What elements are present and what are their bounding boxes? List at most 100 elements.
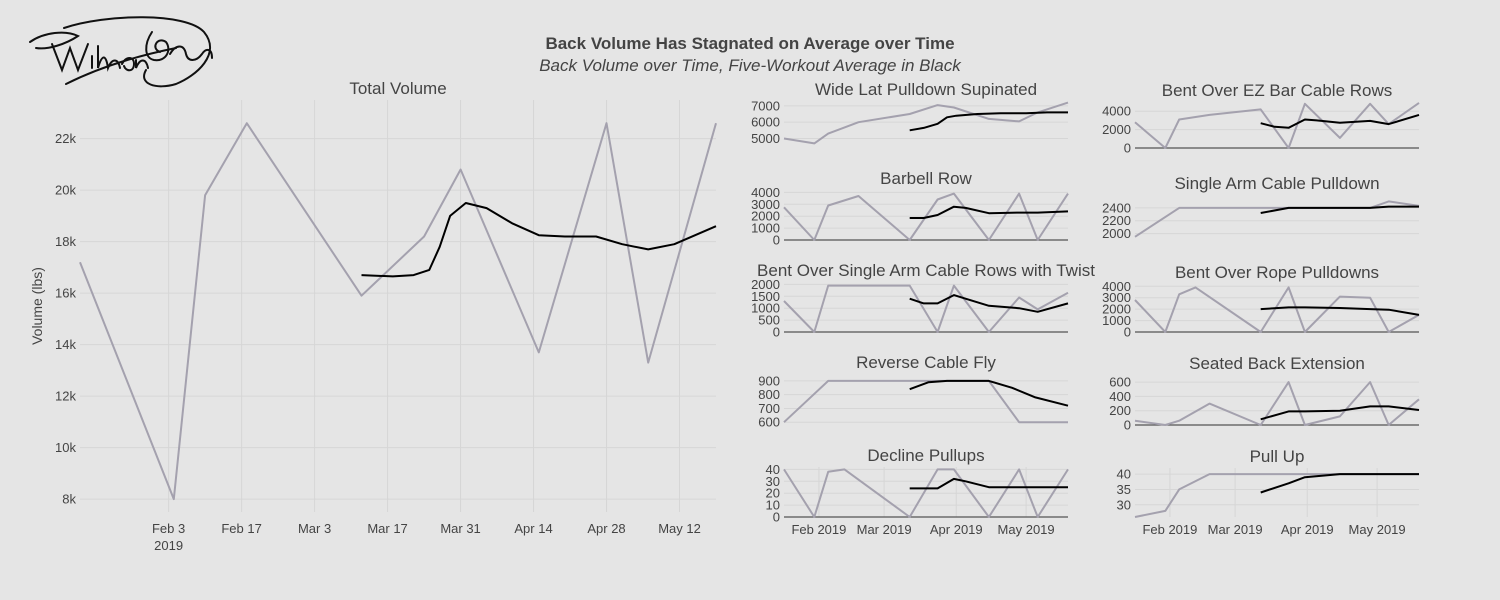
y-tick-label: 16k (55, 286, 76, 301)
volume-line (1134, 381, 1420, 426)
subplot-title: Decline Pullups (867, 446, 984, 465)
y-tick-label: 6000 (751, 115, 780, 130)
y-tick-label: 8k (62, 492, 76, 507)
y-tick-label: 900 (758, 373, 780, 388)
subplot-title: Seated Back Extension (1189, 354, 1365, 373)
volume-line (783, 379, 1068, 424)
y-tick-label: 40 (1117, 467, 1131, 482)
y-tick-label: 700 (758, 401, 780, 416)
x-tick-label: Mar 17 (367, 521, 407, 536)
y-tick-label: 1000 (751, 221, 780, 236)
x-tick-label: Mar 3 (298, 521, 331, 536)
y-tick-label: 1500 (751, 289, 780, 304)
y-tick-label: 20k (55, 183, 76, 198)
y-tick-label: 30 (766, 474, 780, 489)
y-tick-label: 400 (1109, 389, 1131, 404)
y-tick-label: 14k (55, 337, 76, 352)
y-tick-label: 600 (758, 415, 780, 430)
y-tick-label: 2000 (751, 277, 780, 292)
x-tick-sublabel: 2019 (154, 538, 183, 553)
y-tick-label: 2000 (1102, 302, 1131, 317)
y-tick-label: 0 (1124, 141, 1131, 156)
chart-subtitle: Back Volume over Time, Five-Workout Aver… (539, 56, 961, 75)
x-tick-label: Apr 28 (587, 521, 625, 536)
y-tick-label: 40 (766, 462, 780, 477)
y-tick-label: 200 (1109, 403, 1131, 418)
y-tick-label: 800 (758, 387, 780, 402)
average-line (1260, 306, 1420, 316)
subplot-title: Single Arm Cable Pulldown (1174, 174, 1379, 193)
average-line (1260, 405, 1420, 421)
y-tick-label: 10 (766, 498, 780, 513)
x-tick-label: Feb 3 (152, 521, 185, 536)
y-tick-label: 22k (55, 131, 76, 146)
y-tick-label: 4000 (751, 185, 780, 200)
y-tick-label: 5000 (751, 131, 780, 146)
y-tick-label: 0 (773, 325, 780, 340)
y-tick-label: 0 (773, 233, 780, 248)
y-tick-label: 2400 (1102, 200, 1131, 215)
subplot-1: 8k 10k 12k 14k 16k 18k 20k 22k Feb 3 2019 Feb 17 Ma… (29, 79, 717, 553)
subplot-title: Pull Up (1250, 447, 1305, 466)
x-tick-label: May 12 (658, 521, 701, 536)
subplot-title: Reverse Cable Fly (856, 353, 996, 372)
y-tick-label: 1000 (751, 301, 780, 316)
y-tick-label: 35 (1117, 482, 1131, 497)
x-tick-label: Apr 14 (514, 521, 552, 536)
x-tick-label: Mar 2019 (1208, 522, 1263, 537)
y-axis-label: Volume (lbs) (29, 267, 45, 345)
y-tick-label: 12k (55, 389, 76, 404)
y-tick-label: 18k (55, 234, 76, 249)
x-tick-label: Feb 2019 (791, 522, 846, 537)
volume-line (783, 284, 1069, 333)
x-tick-label: Feb 2019 (1142, 522, 1197, 537)
average-line (909, 294, 1069, 313)
y-tick-label: 0 (1124, 325, 1131, 340)
subplot-title: Wide Lat Pulldown Supinated (815, 80, 1037, 99)
volume-line (783, 101, 1069, 145)
volume-line (79, 122, 717, 501)
average-line (909, 379, 1069, 407)
y-tick-label: 2000 (751, 209, 780, 224)
y-tick-label: 0 (1124, 418, 1131, 433)
y-tick-label: 20 (766, 486, 780, 501)
x-tick-label: Mar 31 (440, 521, 480, 536)
x-tick-label: Feb 17 (221, 521, 261, 536)
y-tick-label: 500 (758, 313, 780, 328)
average-line (1260, 113, 1420, 129)
y-tick-label: 7000 (751, 98, 780, 113)
volume-line (783, 192, 1069, 241)
subplot-title: Bent Over Rope Pulldowns (1175, 263, 1379, 282)
y-tick-label: 2000 (1102, 122, 1131, 137)
y-tick-label: 4000 (1102, 104, 1131, 119)
y-tick-label: 3000 (1102, 290, 1131, 305)
volume-line (783, 468, 1069, 518)
y-tick-label: 600 (1109, 375, 1131, 390)
average-line (1260, 473, 1419, 494)
y-tick-label: 30 (1117, 497, 1131, 512)
x-tick-label: Apr 2019 (1281, 522, 1334, 537)
subplot-title: Bent Over Single Arm Cable Rows with Twi… (757, 261, 1095, 280)
average-line (1260, 205, 1419, 214)
subplot-title: Barbell Row (880, 169, 972, 188)
y-tick-label: 2000 (1102, 226, 1131, 241)
x-tick-label: May 2019 (1349, 522, 1406, 537)
y-tick-label: 2200 (1102, 213, 1131, 228)
y-tick-label: 4000 (1102, 279, 1131, 294)
y-tick-label: 10k (55, 440, 76, 455)
subplot-title: Total Volume (349, 79, 446, 98)
average-line (361, 202, 717, 278)
volume-line (1134, 473, 1419, 518)
x-tick-label: Mar 2019 (857, 522, 912, 537)
subplot-title: Bent Over EZ Bar Cable Rows (1162, 81, 1393, 100)
